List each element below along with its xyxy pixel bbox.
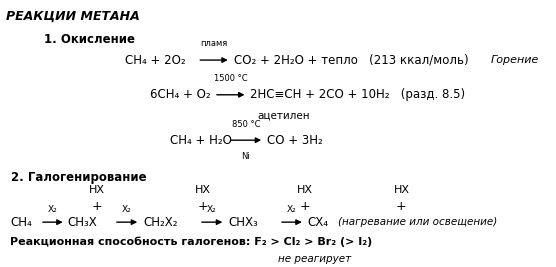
Text: 2HC≡CH + 2CO + 10H₂   (разд. 8.5): 2HC≡CH + 2CO + 10H₂ (разд. 8.5) <box>250 88 465 101</box>
Text: +: + <box>396 201 407 213</box>
Text: X₂: X₂ <box>207 205 217 214</box>
Text: РЕАКЦИИ МЕТАНА: РЕАКЦИИ МЕТАНА <box>6 9 140 22</box>
Text: CO + 3H₂: CO + 3H₂ <box>267 134 322 147</box>
Text: 1500 °C: 1500 °C <box>214 74 247 83</box>
Text: CH₄ + 2O₂: CH₄ + 2O₂ <box>125 54 186 66</box>
Text: Реакционная способность галогенов: F₂ > Cl₂ > Br₂ (> I₂): Реакционная способность галогенов: F₂ > … <box>10 236 373 247</box>
Text: CH₃X: CH₃X <box>68 216 98 229</box>
Text: HX: HX <box>90 184 105 195</box>
Text: Ni: Ni <box>241 152 250 161</box>
Text: пламя: пламя <box>200 39 228 48</box>
Text: не реагирует: не реагирует <box>277 254 351 264</box>
Text: CH₄: CH₄ <box>10 216 32 229</box>
Text: ацетилен: ацетилен <box>257 111 310 121</box>
Text: X₂: X₂ <box>48 205 58 214</box>
Text: Горение: Горение <box>491 55 539 65</box>
Text: (нагревание или освещение): (нагревание или освещение) <box>338 217 497 227</box>
Text: +: + <box>299 201 310 213</box>
Text: CH₄ + H₂O: CH₄ + H₂O <box>170 134 231 147</box>
Text: HX: HX <box>195 184 211 195</box>
Text: 2. Галогенирование: 2. Галогенирование <box>11 171 147 184</box>
Text: CX₄: CX₄ <box>307 216 329 229</box>
Text: CH₂X₂: CH₂X₂ <box>143 216 177 229</box>
Text: CO₂ + 2H₂O + тепло   (213 ккал/моль): CO₂ + 2H₂O + тепло (213 ккал/моль) <box>234 54 468 66</box>
Text: +: + <box>197 201 208 213</box>
Text: HX: HX <box>297 184 312 195</box>
Text: +: + <box>92 201 103 213</box>
Text: X₂: X₂ <box>287 205 297 214</box>
Text: CHX₃: CHX₃ <box>228 216 258 229</box>
Text: HX: HX <box>394 184 409 195</box>
Text: 850 °C: 850 °C <box>231 120 260 129</box>
Text: X₂: X₂ <box>122 205 132 214</box>
Text: 6CH₄ + O₂: 6CH₄ + O₂ <box>150 88 211 101</box>
Text: 1. Окисление: 1. Окисление <box>44 33 136 46</box>
